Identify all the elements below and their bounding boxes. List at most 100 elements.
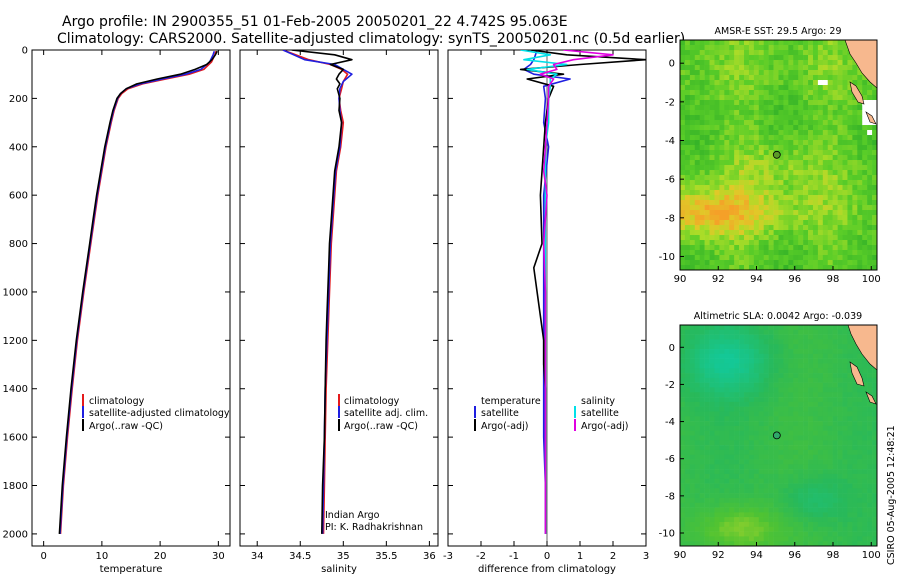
- heatmap-cell: [699, 185, 705, 191]
- heatmap-cell: [768, 125, 774, 131]
- heatmap-cell: [724, 70, 730, 76]
- heatmap-cell: [744, 100, 750, 106]
- heatmap-cell: [852, 225, 858, 231]
- heatmap-cell: [739, 531, 745, 537]
- heatmap-cell: [827, 440, 833, 446]
- heatmap-cell: [773, 488, 779, 494]
- heatmap-cell: [748, 339, 755, 345]
- map-y-tick-label: -6: [665, 454, 675, 465]
- heatmap-cell: [852, 165, 858, 171]
- heatmap-cell: [694, 488, 700, 494]
- heatmap-cell: [758, 255, 765, 261]
- heatmap-cell: [872, 230, 877, 236]
- heatmap-cell: [798, 210, 804, 216]
- heatmap-cell: [803, 80, 809, 86]
- heatmap-cell: [689, 473, 696, 480]
- heatmap-cell: [763, 416, 769, 422]
- heatmap-cell: [857, 85, 863, 91]
- heatmap-cell: [748, 473, 755, 480]
- heatmap-cell: [803, 155, 809, 161]
- heatmap-cell: [719, 469, 725, 475]
- heatmap-cell: [808, 225, 814, 231]
- heatmap-cell: [724, 215, 730, 221]
- heatmap-cell: [783, 255, 789, 261]
- heatmap-cell: [778, 497, 784, 504]
- heatmap-cell: [842, 170, 848, 176]
- heatmap-cell: [694, 387, 700, 393]
- heatmap-cell: [852, 65, 858, 71]
- heatmap-cell: [689, 115, 696, 121]
- heatmap-cell: [822, 325, 829, 331]
- heatmap-cell: [699, 339, 705, 345]
- heatmap-cell: [689, 75, 696, 81]
- heatmap-cell: [719, 473, 725, 480]
- heatmap-cell: [753, 180, 760, 186]
- heatmap-cell: [788, 190, 794, 196]
- heatmap-cell: [837, 411, 843, 417]
- heatmap-cell: [684, 382, 691, 388]
- sst-land: [844, 40, 877, 125]
- heatmap-cell: [817, 220, 824, 226]
- heatmap-cell: [808, 155, 814, 161]
- heatmap-cell: [734, 334, 740, 340]
- heatmap-cell: [744, 70, 750, 76]
- heatmap-cell: [793, 488, 799, 494]
- heatmap-cell: [827, 245, 833, 251]
- heatmap-cell: [719, 120, 725, 126]
- heatmap-cell: [734, 215, 740, 221]
- heatmap-cell: [812, 170, 819, 176]
- heatmap-cell: [704, 205, 710, 211]
- heatmap-cell: [734, 65, 740, 71]
- heatmap-cell: [714, 382, 720, 388]
- heatmap-cell: [689, 45, 696, 51]
- heatmap-cell: [729, 115, 735, 121]
- heatmap-cell: [837, 512, 843, 518]
- heatmap-cell: [744, 435, 750, 441]
- heatmap-cell: [798, 195, 804, 201]
- heatmap-cell: [724, 373, 730, 379]
- heatmap-cell: [847, 488, 853, 494]
- heatmap-cell: [788, 353, 794, 359]
- heatmap-cell: [719, 377, 725, 383]
- heatmap-cell: [857, 363, 863, 369]
- heatmap-cell: [812, 493, 819, 499]
- heatmap-cell: [699, 220, 705, 226]
- heatmap-cell: [699, 115, 705, 121]
- heatmap-cell: [704, 250, 710, 256]
- heatmap-cell: [842, 526, 848, 532]
- heatmap-cell: [822, 512, 829, 518]
- heatmap-cell: [694, 507, 700, 513]
- heatmap-cell: [768, 488, 774, 494]
- heatmap-cell: [788, 150, 794, 156]
- y-tick-label: 1200: [3, 336, 28, 347]
- heatmap-cell: [684, 45, 691, 51]
- heatmap-cell: [872, 250, 877, 256]
- heatmap-cell: [832, 70, 838, 76]
- heatmap-cell: [768, 210, 774, 216]
- heatmap-cell: [734, 473, 740, 480]
- heatmap-cell: [783, 240, 789, 246]
- heatmap-cell: [684, 325, 691, 331]
- heatmap-cell: [709, 469, 715, 475]
- heatmap-cell: [808, 497, 814, 504]
- heatmap-cell: [689, 90, 696, 96]
- heatmap-cell: [793, 110, 799, 116]
- heatmap-cell: [788, 255, 794, 261]
- heatmap-cell: [778, 265, 784, 270]
- heatmap-cell: [778, 60, 784, 66]
- heatmap-cell: [862, 230, 868, 236]
- heatmap-cell: [768, 170, 774, 176]
- heatmap-cell: [822, 75, 829, 81]
- heatmap-cell: [798, 115, 804, 121]
- heatmap-cell: [812, 255, 819, 261]
- heatmap-cell: [689, 70, 696, 76]
- heatmap-cell: [803, 185, 809, 191]
- heatmap-cell: [694, 325, 700, 331]
- heatmap-cell: [699, 210, 705, 216]
- heatmap-cell: [837, 125, 843, 131]
- salinity-axes: 34 34.5 35 35.5 36: [240, 49, 438, 562]
- heatmap-cell: [763, 325, 769, 331]
- heatmap-cell: [753, 225, 760, 231]
- x-tick-label: 10: [96, 551, 109, 562]
- heatmap-cell: [719, 175, 725, 181]
